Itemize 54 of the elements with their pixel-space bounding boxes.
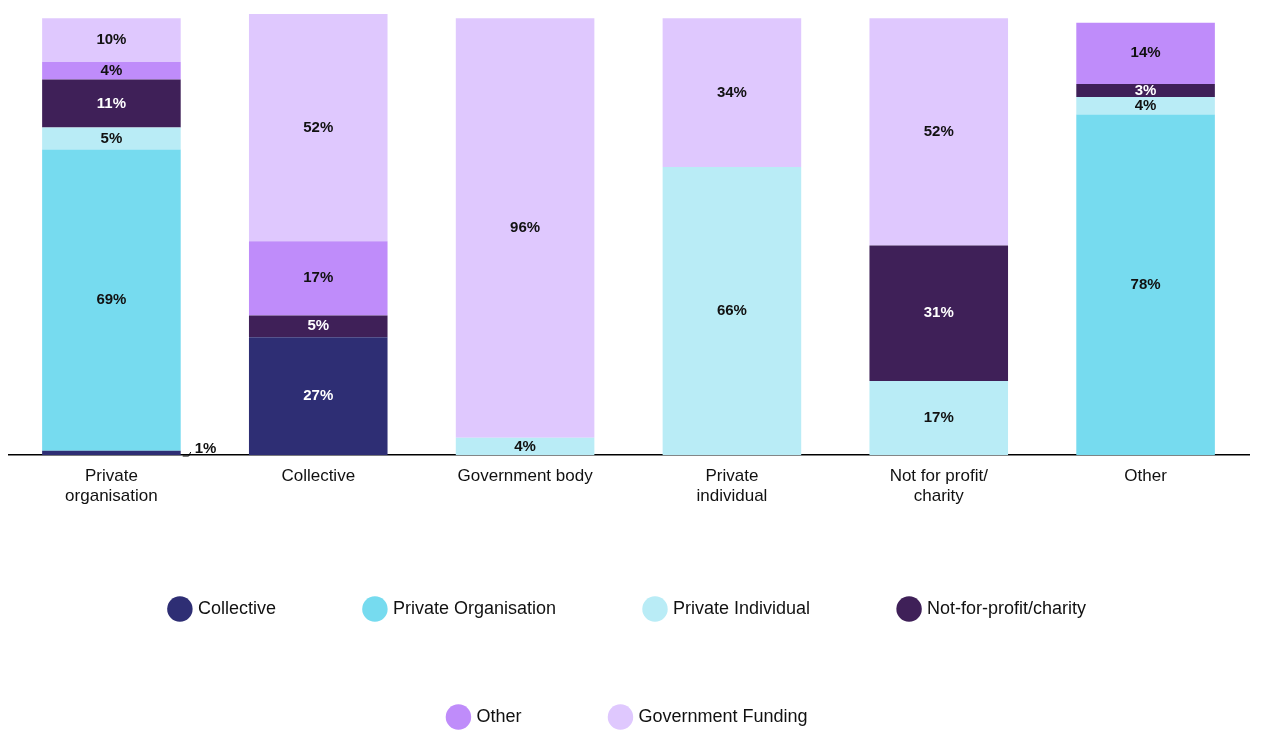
data-label: 78% [1130, 274, 1161, 292]
bar [42, 149, 181, 451]
data-label: 66% [716, 301, 747, 319]
bar [662, 18, 802, 167]
legend-label: Not-for-profit/charity [927, 597, 1087, 618]
bar [455, 437, 595, 456]
bar [662, 166, 802, 456]
bar [1076, 97, 1215, 115]
data-label: 1% [194, 439, 217, 457]
data-label: 3% [1134, 80, 1157, 98]
data-label: 4% [100, 60, 123, 78]
data-label: 52% [303, 117, 334, 135]
bar [42, 79, 181, 128]
legend-label: Private Organisation [392, 597, 557, 618]
data-label: 17% [303, 268, 334, 286]
bar [42, 450, 181, 456]
bar [248, 14, 388, 242]
data-label: 4% [514, 436, 536, 454]
data-label: 5% [100, 128, 123, 146]
data-label: 4% [1134, 95, 1157, 113]
legend-label: Other [476, 705, 522, 726]
data-label: 69% [96, 290, 127, 308]
x-tick-label: Collective [281, 466, 356, 486]
data-label: 10% [96, 30, 127, 48]
data-label: 11% [96, 93, 127, 111]
bar [248, 315, 388, 338]
data-label: 5% [307, 316, 330, 334]
bar [869, 245, 1009, 381]
legend-label: Government Funding [638, 705, 808, 726]
bar [869, 18, 1009, 246]
data-label: 27% [303, 386, 334, 404]
bar [248, 241, 388, 316]
data-label: 14% [1130, 43, 1161, 61]
x-tick-label: Private organisation [65, 466, 158, 506]
bar [42, 18, 181, 63]
x-tick-label: Not for profit/ charity [889, 466, 989, 506]
x-tick-label: Government body [457, 466, 594, 486]
legend-label: Private Individual [673, 597, 811, 618]
data-label: 52% [923, 122, 954, 140]
x-tick-label: Other [1124, 466, 1168, 486]
bar [869, 380, 1009, 456]
bar [1076, 83, 1215, 97]
x-tick-label: Private individual [696, 466, 768, 506]
bar [248, 337, 388, 456]
bar [1076, 22, 1215, 84]
data-label: 17% [923, 408, 954, 426]
bar [455, 18, 595, 438]
data-label: 31% [923, 303, 954, 321]
legend-label: Collective [197, 597, 276, 618]
data-label: 34% [716, 82, 747, 100]
bar [42, 62, 181, 80]
bar [1076, 114, 1215, 456]
data-label: 96% [510, 218, 541, 236]
bar [42, 127, 181, 150]
